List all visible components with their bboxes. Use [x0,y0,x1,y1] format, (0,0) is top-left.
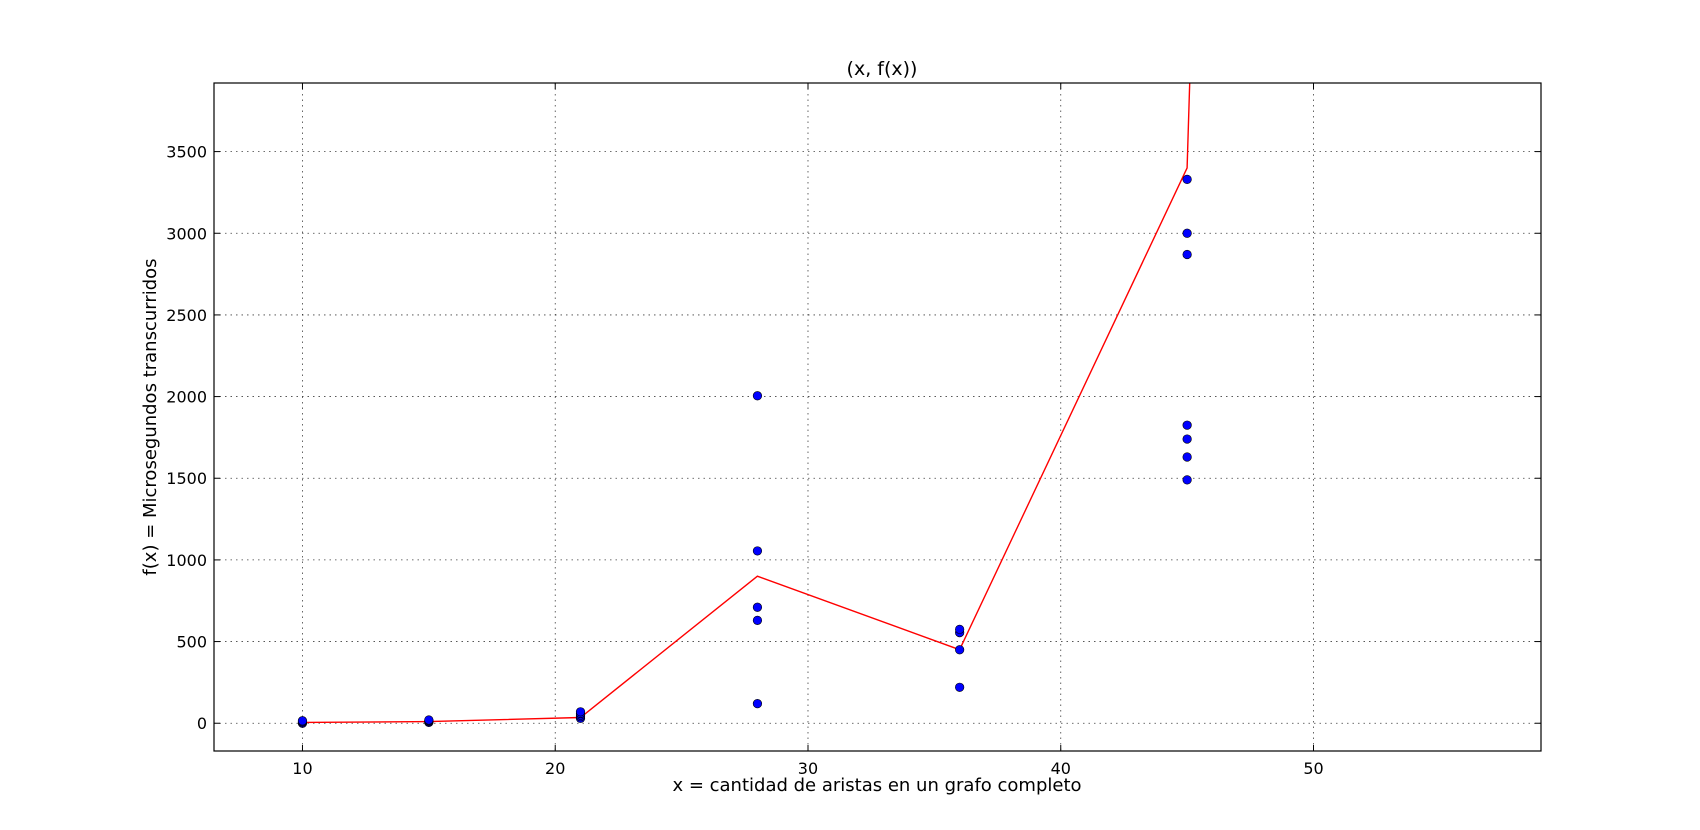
y-axis-ticks: 0 500 1000 1500 2000 2500 3000 3500 [166,143,1541,733]
y-tick-label: 1000 [166,551,207,570]
x-tick-label: 40 [1051,759,1071,778]
data-point [424,715,434,725]
x-axis-label: x = cantidad de aristas en un grafo comp… [672,775,1081,796]
data-point [1182,434,1192,444]
red-line-series [302,82,1191,724]
grid [214,83,1541,751]
y-tick-label: 1500 [166,469,207,488]
y-tick-label: 0 [197,714,207,733]
plot-frame [213,82,1542,752]
x-tick-label: 10 [292,759,312,778]
chart-title: (x, f(x)) [847,58,918,80]
data-point [752,699,763,709]
data-point [1182,420,1192,430]
data-point [955,624,965,634]
x-axis-ticks: 10 20 30 40 50 [292,83,1324,778]
y-axis-label: f(x) = Microsegundos transcurridos [140,258,161,575]
x-tick-label: 50 [1303,759,1323,778]
data-point [1182,228,1192,238]
data-point [955,645,965,655]
y-tick-label: 3500 [166,143,207,162]
y-tick-label: 3000 [166,224,207,243]
data-point [1182,452,1192,462]
data-point [752,546,763,556]
data-point [1182,249,1192,260]
data-point [1182,174,1192,184]
scatter-series [297,174,1192,728]
y-tick-label: 500 [176,633,207,652]
data-point [955,682,965,692]
data-point [752,602,763,612]
series-line [302,82,1191,724]
y-tick-label: 2000 [166,388,207,407]
data-point [575,707,586,717]
x-tick-label: 30 [798,759,818,778]
y-tick-label: 2500 [166,306,207,325]
x-tick-label: 20 [545,759,565,778]
data-point [1182,475,1192,485]
data-point [297,716,308,726]
data-point [752,391,763,401]
data-point [752,615,763,625]
